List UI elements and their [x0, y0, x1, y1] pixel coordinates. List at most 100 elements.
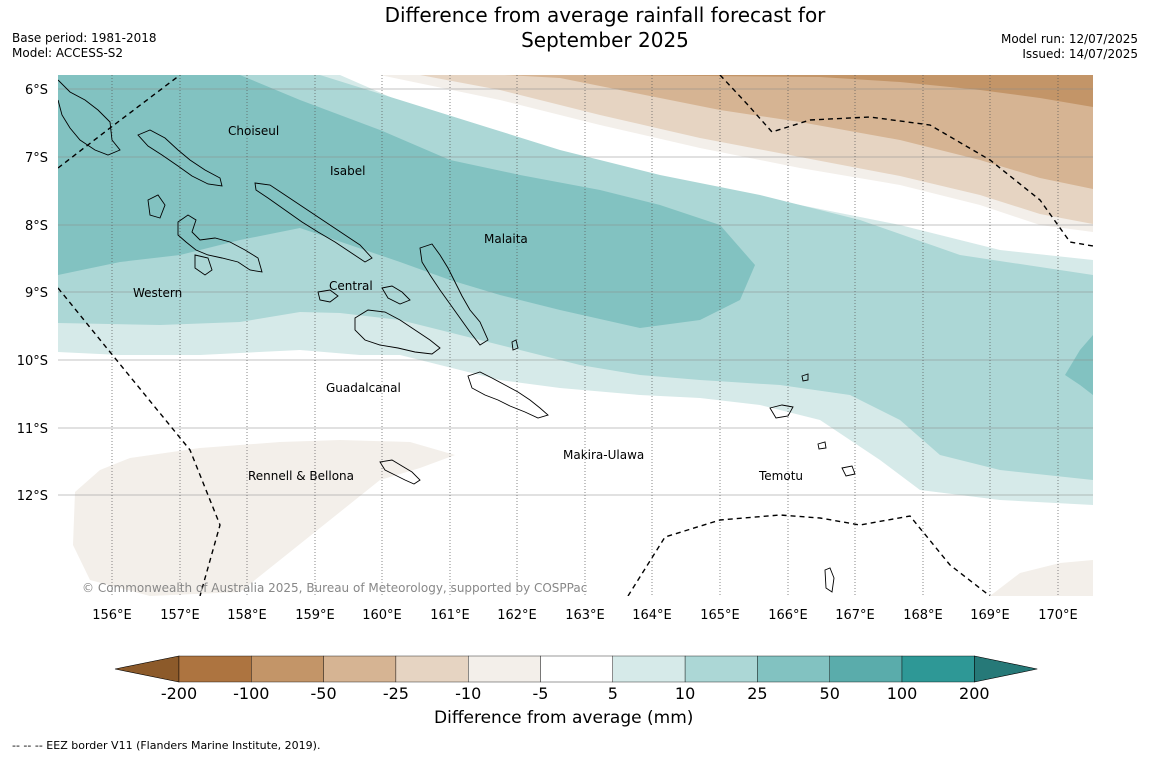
lat-label: 10°S: [17, 354, 48, 369]
lon-label: 161°E: [430, 608, 470, 623]
colorbar-extend-high: [973, 655, 1038, 683]
lon-label: 169°E: [970, 608, 1010, 623]
latitude-labels: 6°S 7°S 8°S 9°S 10°S 11°S 12°S: [17, 83, 48, 504]
colorbar-segment: [251, 655, 324, 683]
colorbar-tick-label: -5: [533, 684, 549, 703]
colorbar-segment: [612, 655, 686, 683]
lon-label: 157°E: [160, 608, 200, 623]
label-choiseul: Choiseul: [228, 124, 279, 138]
colorbar-tick-label: 5: [608, 684, 618, 703]
colorbar-tick-label: 10: [675, 684, 695, 703]
island-guadalcanal: [354, 309, 441, 355]
label-central: Central: [329, 279, 373, 293]
label-makira-ulawa: Makira-Ulawa: [563, 448, 644, 462]
model-run-date: Model run: 12/07/2025: [1000, 32, 1138, 46]
lat-label: 6°S: [25, 83, 48, 98]
contour-minus50: [590, 75, 1093, 107]
colorbar-tick-label: -25: [383, 684, 409, 703]
island-malaita: [419, 243, 489, 346]
island-isabel: [254, 182, 373, 263]
colorbar-segment: [468, 655, 541, 683]
label-rennell-bellona: Rennell & Bellona: [248, 469, 354, 483]
lon-label: 159°E: [295, 608, 335, 623]
label-malaita: Malaita: [484, 232, 528, 246]
lon-label: 160°E: [362, 608, 402, 623]
contour-minus5-south: [73, 440, 455, 596]
colorbar-segment: [395, 655, 469, 683]
lon-label: 158°E: [227, 608, 267, 623]
lon-label: 164°E: [632, 608, 672, 623]
island-newgeorgia: [177, 214, 263, 273]
island-reef: [801, 373, 809, 382]
island-bougainville: [58, 79, 121, 156]
colorbar-tick-label: 200: [959, 684, 990, 703]
island-stcristobal-small: [511, 339, 519, 351]
contour-minus5-southeast: [990, 560, 1093, 596]
lon-label: 166°E: [768, 608, 808, 623]
coastlines: [58, 79, 856, 593]
lat-label: 9°S: [25, 286, 48, 301]
lon-label: 163°E: [565, 608, 605, 623]
colorbar-title: Difference from average (mm): [434, 708, 694, 728]
lon-label: 168°E: [903, 608, 943, 623]
copyright-text: © Commonwealth of Australia 2025, Bureau…: [82, 581, 587, 595]
map-title: Difference from average rainfall forecas…: [0, 3, 1150, 53]
colorbar-tick-label: 50: [820, 684, 840, 703]
model-info: Base period: 1981-2018 Model: ACCESS-S2: [12, 31, 157, 61]
lat-label: 8°S: [25, 219, 48, 234]
colorbar-extend-low: [114, 655, 180, 683]
lon-label: 156°E: [92, 608, 132, 623]
lat-label: 12°S: [17, 489, 48, 504]
lat-label: 11°S: [17, 422, 48, 437]
colorbar-segment: [540, 655, 614, 683]
eez-borders: [58, 75, 1093, 596]
contour-minus25: [505, 75, 1093, 189]
colorbar-segment: [901, 655, 975, 683]
colorbar-tick-label: 100: [887, 684, 918, 703]
label-guadalcanal: Guadalcanal: [326, 381, 401, 395]
colorbar-segment: [684, 655, 758, 683]
lon-label: 167°E: [835, 608, 875, 623]
colorbar: [114, 655, 1038, 683]
island-utupua: [817, 441, 827, 450]
island-anuta: [824, 567, 835, 593]
colorbar-labels: -200 -100 -50 -25 -10 -5 5 10 25 50 100 200: [161, 684, 990, 703]
colorbar-segment: [829, 655, 903, 683]
base-period: Base period: 1981-2018: [12, 31, 157, 45]
colorbar-segment: [178, 655, 252, 683]
island-rennell: [379, 459, 421, 485]
colorbar-tick-label: -200: [161, 684, 197, 703]
island-choiseul: [137, 129, 223, 187]
model-name: Model: ACCESS-S2: [12, 46, 124, 60]
eez-footnote: -- -- -- EEZ border V11 (Flanders Marine…: [12, 739, 321, 752]
colorbar-tick-label: -10: [455, 684, 481, 703]
contour-25: [58, 75, 755, 328]
colorbar-tick-label: -100: [233, 684, 269, 703]
island-santacruz: [769, 404, 794, 419]
run-info: Model run: 12/07/2025 Issued: 14/07/2025: [1001, 32, 1138, 62]
colorbar-tick-label: 25: [747, 684, 767, 703]
contour-25-east: [1065, 335, 1093, 395]
longitude-labels: 156°E 157°E 158°E 159°E 160°E 161°E 162°…: [92, 608, 1078, 623]
title-line-1: Difference from average rainfall forecas…: [384, 3, 826, 27]
label-western: Western: [133, 286, 182, 300]
island-rendova: [194, 254, 213, 276]
colorbar-tick-label: -50: [311, 684, 337, 703]
title-line-2: September 2025: [521, 28, 689, 52]
issued-date: Issued: 14/07/2025: [1022, 47, 1138, 61]
lat-label: 7°S: [25, 151, 48, 166]
lon-label: 170°E: [1038, 608, 1078, 623]
label-temotu: Temotu: [758, 469, 803, 483]
graticule: [58, 88, 1093, 496]
label-isabel: Isabel: [330, 164, 365, 178]
island-vellalavella: [147, 194, 166, 219]
lon-label: 165°E: [700, 608, 740, 623]
colorbar-segment: [323, 655, 397, 683]
island-vanikoro: [841, 465, 856, 477]
lon-label: 162°E: [497, 608, 537, 623]
island-florida: [317, 289, 339, 303]
island-makira: [467, 371, 549, 419]
map-area: Choiseul Isabel Malaita Western Central …: [58, 75, 1093, 596]
island-russell: [381, 285, 411, 305]
